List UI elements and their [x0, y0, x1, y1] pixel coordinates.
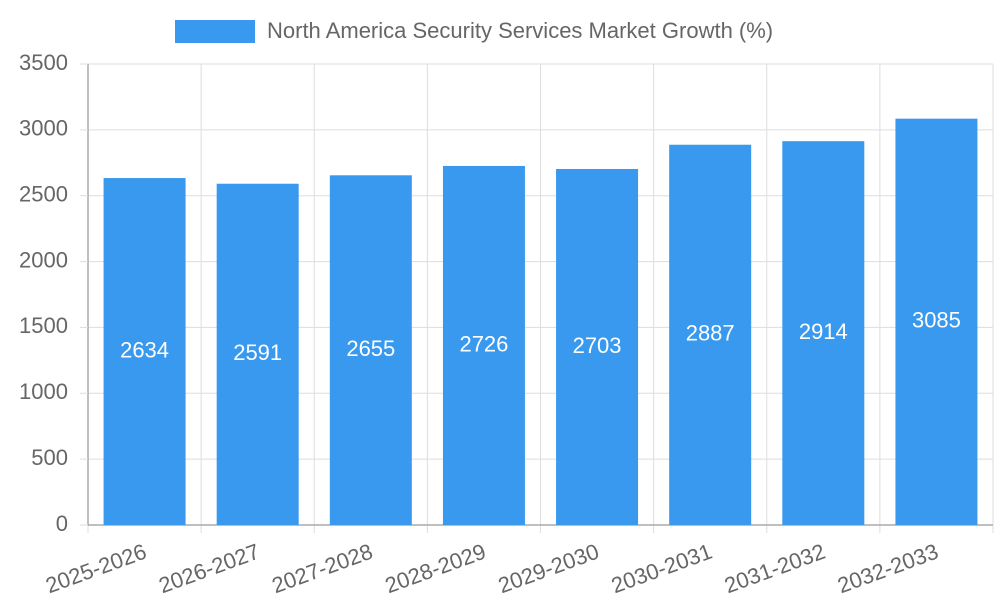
- x-tick-label: 2027-2028: [269, 539, 376, 598]
- bar[interactable]: [442, 165, 525, 526]
- y-axis-ticks: 0 500 1000 1500 2000 2500 3000 3500: [19, 50, 88, 536]
- legend-label: North America Security Services Market G…: [267, 18, 773, 43]
- bar[interactable]: [103, 178, 186, 525]
- x-axis-ticks: 2025-2026 2026-2027 2027-2028 2028-2029 2029…: [42, 539, 941, 598]
- y-tick-label: 1000: [19, 379, 68, 404]
- bar[interactable]: [782, 141, 865, 525]
- x-tick-label: 2032-2033: [834, 539, 941, 598]
- bars: [103, 118, 978, 526]
- y-tick-label: 2000: [19, 247, 68, 272]
- y-tick-label: 0: [56, 511, 68, 536]
- x-tick-label: 2030-2031: [608, 539, 715, 598]
- bar[interactable]: [895, 118, 978, 525]
- bar-value-label: 2703: [573, 333, 622, 358]
- legend[interactable]: North America Security Services Market G…: [175, 18, 773, 43]
- x-tick-label: 2028-2029: [382, 539, 489, 598]
- bar[interactable]: [329, 175, 412, 525]
- y-tick-label: 3000: [19, 116, 68, 141]
- bar-value-label: 2634: [120, 337, 169, 362]
- bar[interactable]: [216, 183, 299, 526]
- x-tick-label: 2026-2027: [155, 539, 262, 598]
- legend-swatch: [175, 20, 255, 43]
- bar-value-label: 2887: [686, 321, 735, 346]
- x-tick-label: 2029-2030: [495, 539, 602, 598]
- bar[interactable]: [669, 144, 752, 526]
- x-tick-label: 2031-2032: [721, 539, 828, 598]
- bar-value-label: 2726: [459, 331, 508, 356]
- bar-value-label: 2591: [233, 340, 282, 365]
- bar-value-labels: 2634 2591 2655 2726 2703 2887 2914 3085: [120, 308, 961, 366]
- y-tick-label: 3500: [19, 50, 68, 75]
- bar-value-label: 3085: [912, 308, 961, 333]
- bar-value-label: 2914: [799, 319, 848, 344]
- bar[interactable]: [556, 168, 639, 525]
- bar-value-label: 2655: [346, 336, 395, 361]
- y-tick-label: 1500: [19, 313, 68, 338]
- x-tick-label: 2025-2026: [42, 539, 149, 598]
- y-tick-label: 500: [31, 445, 68, 470]
- y-tick-label: 2500: [19, 182, 68, 207]
